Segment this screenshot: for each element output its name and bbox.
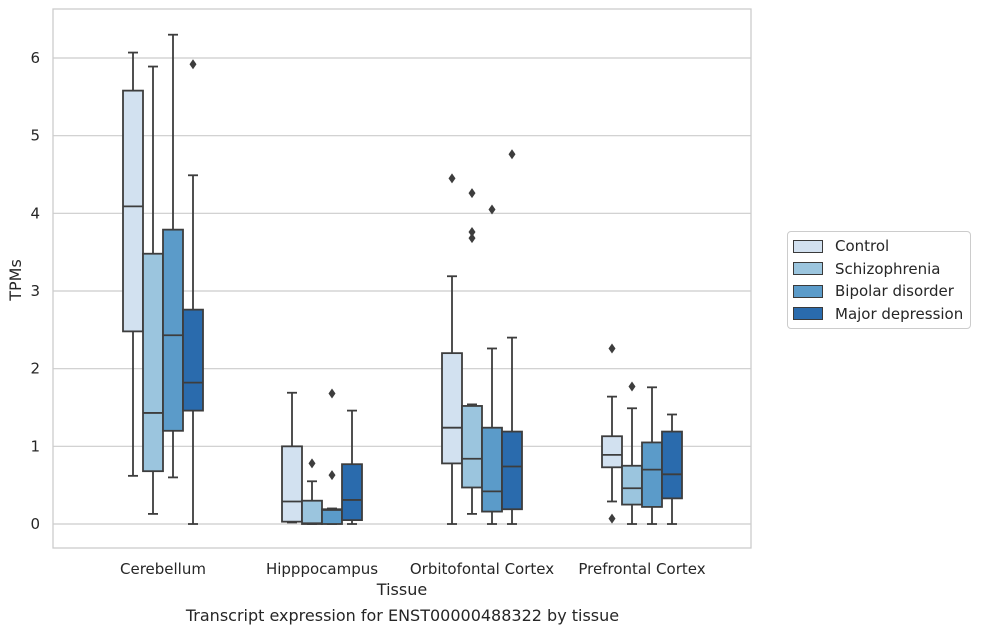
x-tick-label: Cerebellum: [120, 560, 206, 578]
box: [641, 386, 663, 525]
box: [321, 388, 343, 525]
y-tick-label: 0: [30, 515, 40, 533]
legend-swatch: [793, 284, 823, 298]
box: [162, 33, 184, 479]
box-body: [182, 308, 204, 412]
box: [461, 188, 483, 515]
y-axis-label: TPMs: [6, 259, 25, 302]
legend-item: Bipolar disorder: [788, 280, 970, 303]
box-body: [501, 430, 523, 511]
flier-point: [488, 204, 496, 215]
box-body: [481, 426, 503, 513]
x-axis-label: Tissue: [376, 580, 427, 599]
box: [501, 149, 523, 525]
flier-point: [608, 513, 616, 524]
box: [341, 409, 363, 525]
y-tick-label: 3: [30, 282, 40, 300]
legend-item: Control: [788, 235, 970, 258]
box-body: [301, 499, 323, 525]
flier-point: [328, 470, 336, 481]
box: [441, 173, 463, 525]
series-control: [122, 51, 623, 525]
x-tick-labels: Cerebellum Hipppocampus Orbitofontal Corte…: [120, 560, 706, 578]
legend-item: Schizophrenia: [788, 258, 970, 281]
flier-point: [608, 343, 616, 354]
legend-label: Major depression: [835, 304, 964, 323]
x-tick-label: Orbitofontal Cortex: [410, 560, 554, 578]
x-tick-label: Hipppocampus: [266, 560, 378, 578]
x-tick-label: Prefrontal Cortex: [578, 560, 705, 578]
box: [301, 458, 323, 525]
box: [182, 59, 204, 525]
flier-point: [189, 59, 197, 70]
box-body: [641, 441, 663, 508]
legend-swatch: [793, 239, 823, 253]
box-body: [321, 508, 343, 525]
flier-point: [468, 226, 476, 237]
box-body: [461, 405, 483, 489]
legend-swatch: [793, 262, 823, 276]
box-body: [661, 430, 683, 500]
y-tick-label: 1: [30, 437, 40, 455]
legend: Control Schizophrenia Bipolar disorder Majo…: [787, 231, 971, 329]
y-tick-label: 4: [30, 204, 40, 222]
y-tick-label: 2: [30, 360, 40, 378]
chart-caption: Transcript expression for ENST0000048832…: [185, 606, 620, 625]
y-tick-labels: 0 1 2 3 4 5 6: [30, 49, 40, 533]
box-body: [162, 228, 184, 432]
flier-point: [508, 149, 516, 160]
y-tick-label: 5: [30, 127, 40, 145]
legend-swatch: [793, 307, 823, 321]
series-bipolar-disorder: [162, 33, 663, 525]
flier-point: [328, 388, 336, 399]
y-tick-label: 6: [30, 49, 40, 67]
box: [481, 204, 503, 525]
box-body: [601, 435, 623, 469]
box-body: [441, 352, 463, 465]
box: [281, 391, 303, 524]
box: [122, 51, 144, 477]
box-series-layer: [122, 33, 683, 525]
legend-label: Control: [835, 237, 890, 256]
legend-label: Schizophrenia: [835, 259, 941, 278]
flier-point: [448, 173, 456, 184]
flier-point: [468, 233, 476, 244]
flier-point: [628, 381, 636, 392]
box-body: [341, 463, 363, 522]
box: [601, 343, 623, 524]
box: [142, 65, 164, 515]
box-body: [142, 252, 164, 473]
box-body: [281, 445, 303, 523]
box-body: [621, 464, 643, 506]
legend-label: Bipolar disorder: [835, 282, 954, 301]
flier-point: [308, 458, 316, 469]
flier-point: [468, 188, 476, 199]
series-major-depression: [182, 59, 683, 525]
box: [621, 381, 643, 525]
series-schizophrenia: [142, 65, 643, 525]
legend-item: Major depression: [788, 303, 970, 326]
box-body: [122, 89, 144, 333]
plot-area-frame: [52, 8, 752, 549]
box: [661, 413, 683, 525]
